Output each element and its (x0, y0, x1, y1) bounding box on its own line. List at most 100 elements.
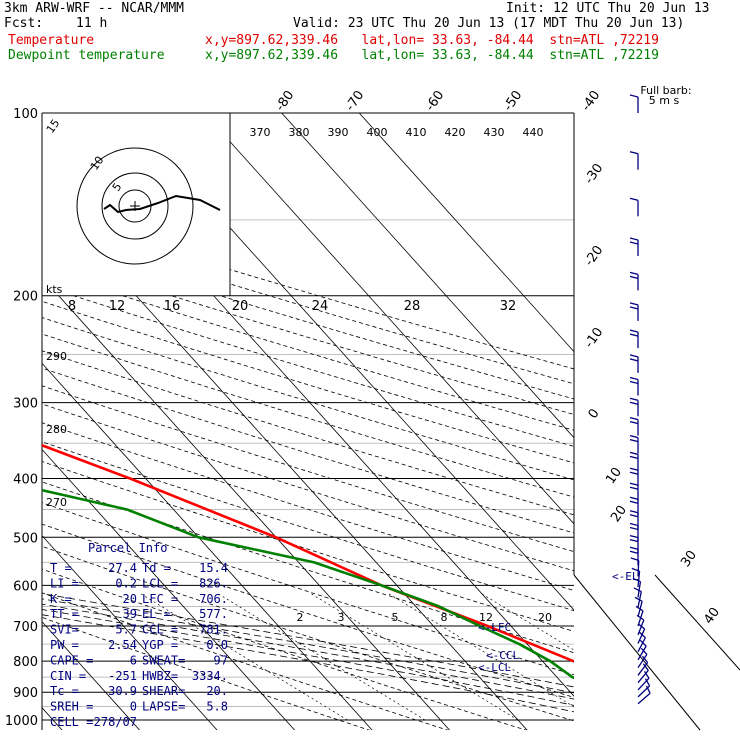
wind-barb-shaft (637, 628, 646, 644)
wind-barb (629, 482, 639, 502)
wind-barb (629, 434, 639, 454)
wind-barb (631, 567, 641, 588)
wind-barb-flag (629, 471, 639, 475)
isotherm-line (281, 113, 574, 439)
mixing-ratio-label: 5 (392, 611, 399, 624)
isotherm-line (42, 621, 141, 730)
isotherm-label: -70 (343, 88, 367, 114)
parcel-info-key: YGP = (142, 638, 178, 652)
wind-barb-flag (637, 623, 646, 630)
wind-barb-flag (638, 631, 646, 639)
parcel-info-value: 27.4 (108, 561, 137, 575)
mixing-ratio-label: 2 (297, 611, 304, 624)
isotherm-label: 10 (603, 465, 625, 487)
pressure-label: 500 (13, 531, 38, 546)
wind-barb-flag (629, 358, 639, 362)
wind-barb-flag (633, 587, 642, 593)
wind-barb (629, 197, 639, 217)
isotherm-label: -60 (423, 88, 447, 114)
wind-barb (636, 614, 645, 636)
parcel-info-title: Parcel Info (88, 541, 167, 555)
wind-barb-flag (629, 510, 639, 514)
parcel-info-value: 20 (123, 592, 137, 606)
parcel-info-value: 15.4 (199, 561, 228, 575)
wind-barb-shaft (637, 619, 645, 636)
wind-barb (629, 467, 639, 487)
dry-adiabat (42, 285, 574, 447)
isotherm-label: -30 (582, 161, 606, 187)
theta-label: 270 (46, 496, 67, 509)
parcel-info-value: 6 (130, 653, 137, 667)
forecast-label: Fcst: (4, 16, 44, 31)
wind-barb-flag (632, 577, 641, 583)
isotherm-label: -20 (582, 243, 606, 269)
wind-barb-flag (629, 376, 639, 381)
wind-barb-shaft (637, 670, 649, 684)
parcel-info-value: 0.0 (206, 638, 228, 652)
init-time: Init: 12 UTC Thu 20 Jun 13 (506, 1, 710, 16)
wind-barb-flag (629, 354, 639, 358)
isotherm-line (42, 362, 373, 730)
wind-barb-flag (629, 380, 639, 385)
hodograph-ring (76, 147, 194, 265)
parcel-info-value: 30.9 (108, 684, 137, 698)
wind-barb (637, 670, 650, 691)
parcel-info-key: Tc = (50, 684, 79, 698)
wind-barb-shaft (637, 662, 649, 676)
wind-barb-flag (629, 534, 639, 539)
wind-barb (629, 522, 639, 542)
dry-adiabat (42, 441, 574, 612)
hodograph-speed-label: 24 (312, 299, 329, 314)
pressure-label: 800 (13, 655, 38, 670)
dry-adiabat (42, 225, 574, 385)
dewpoint-legend: Dewpoint temperature (8, 48, 165, 63)
hodograph-background (42, 113, 230, 296)
wind-barb (629, 510, 639, 529)
wind-barb-flag (631, 567, 640, 572)
parcel-info-key: LFC = (142, 592, 178, 606)
hodograph-speed-label: 28 (404, 299, 421, 314)
parcel-info-value: 20. (206, 684, 228, 698)
wind-barb-flag (641, 655, 649, 663)
pressure-label: 200 (13, 290, 38, 305)
pressure-label: 400 (13, 472, 38, 487)
parcel-info-value: 706. (199, 592, 228, 606)
wind-barb-flag (629, 151, 639, 155)
wind-barb (629, 302, 639, 321)
wind-barb (629, 94, 639, 113)
wind-barb-flag (629, 434, 639, 439)
theta-e-label: 370 (250, 126, 271, 139)
mixing-ratio-line (311, 593, 519, 721)
parcel-info-key: EL = (142, 607, 171, 621)
wind-barb (630, 557, 640, 577)
wind-barb (637, 639, 647, 661)
barb-frame (573, 574, 740, 731)
mixing-ratio-label: 20 (538, 611, 552, 624)
hodograph-trace (103, 194, 221, 214)
parcel-info-value: 0.2 (115, 576, 137, 590)
wind-barb (637, 647, 648, 669)
isotherm-label: -80 (273, 88, 297, 114)
moist-adiabat (42, 598, 574, 694)
hodograph-ring (101, 172, 169, 240)
wind-barb (637, 655, 649, 676)
mixing-ratio-line (140, 593, 348, 721)
wind-barb (629, 354, 639, 373)
moist-adiabat (42, 609, 574, 706)
wind-barb (629, 237, 639, 256)
pressure-label: 700 (13, 620, 38, 635)
wind-barb (629, 451, 639, 471)
parcel-info-key: LAPSE= (142, 700, 185, 714)
theta-e-label: 410 (406, 126, 427, 139)
parcel-info-key: SVI= (50, 623, 79, 637)
series (42, 443, 574, 680)
parcel-info-value: 0 (130, 700, 137, 714)
parcel-level-marker: <-LCL (478, 661, 511, 674)
hodograph-speed-label: 8 (68, 299, 76, 314)
forecast-hour: 11 h (76, 16, 108, 31)
parcel-info-value: 3334. (192, 669, 228, 683)
wind-barb (635, 605, 644, 627)
pressure-label: 1000 (5, 714, 38, 729)
parcel-info-key: T = (50, 561, 72, 575)
